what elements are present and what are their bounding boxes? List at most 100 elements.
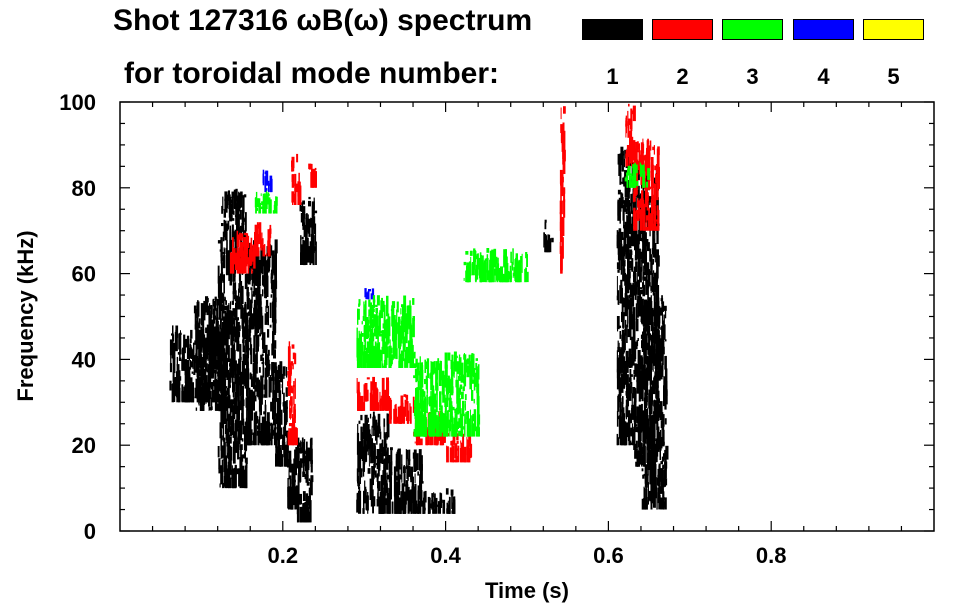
spectral-mark-mode-1 <box>644 398 648 409</box>
spectral-mark-mode-1 <box>258 250 260 265</box>
spectral-mark-mode-1 <box>287 478 289 497</box>
spectral-mark-mode-2 <box>381 395 384 411</box>
spectral-mark-mode-1 <box>653 277 655 296</box>
spectral-mark-mode-1 <box>636 379 640 383</box>
spectral-mark-mode-3 <box>255 207 258 211</box>
spectral-mark-mode-3 <box>485 269 488 273</box>
spectral-mark-mode-1 <box>240 344 242 362</box>
spectral-mark-mode-3 <box>374 341 377 366</box>
spectral-mark-mode-1 <box>249 303 252 319</box>
spectral-mark-mode-1 <box>638 185 640 202</box>
spectral-mark-mode-1 <box>647 242 650 252</box>
spectral-mark-mode-3 <box>484 258 487 262</box>
spectral-mark-mode-1 <box>272 376 275 398</box>
spectral-mark-mode-1 <box>274 377 277 385</box>
spectral-mark-mode-1 <box>308 246 311 256</box>
spectral-mark-mode-3 <box>428 413 430 436</box>
spectral-mark-mode-1 <box>364 480 366 493</box>
spectral-mark-mode-1 <box>625 399 627 420</box>
spectral-mark-mode-1 <box>189 345 192 352</box>
spectral-mark-mode-1 <box>310 500 312 523</box>
spectral-mark-mode-1 <box>267 329 270 338</box>
spectral-mark-mode-3 <box>446 390 449 401</box>
spectral-mark-mode-3 <box>255 191 258 199</box>
spectral-mark-mode-1 <box>642 240 645 263</box>
spectral-mark-mode-1 <box>225 390 228 397</box>
spectral-mark-mode-2 <box>414 441 416 444</box>
spectral-mark-mode-3 <box>463 374 465 384</box>
spectral-mark-mode-1 <box>249 316 252 333</box>
spectral-mark-mode-2 <box>637 204 641 214</box>
spectral-mark-mode-1 <box>233 338 235 358</box>
spectral-mark-mode-1 <box>243 368 247 385</box>
spectral-mark-mode-3 <box>361 321 363 325</box>
spectral-mark-mode-1 <box>633 349 636 362</box>
spectral-mark-mode-1 <box>236 244 238 250</box>
spectral-mark-mode-1 <box>229 412 232 420</box>
spectral-mark-mode-3 <box>381 330 384 342</box>
spectral-mark-mode-2 <box>652 164 654 178</box>
spectral-mark-mode-1 <box>255 362 258 374</box>
spectral-mark-mode-1 <box>249 429 253 435</box>
spectral-mark-mode-2 <box>468 447 471 463</box>
spectral-mark-mode-2 <box>628 103 630 107</box>
spectral-mark-mode-1 <box>176 356 178 367</box>
spectral-mark-mode-2 <box>403 394 407 397</box>
spectral-mark-mode-1 <box>656 427 659 449</box>
spectral-mark-mode-1 <box>644 299 647 319</box>
spectral-mark-mode-2 <box>650 162 653 168</box>
spectral-mark-mode-1 <box>648 449 652 467</box>
spectral-mark-mode-1 <box>240 281 243 297</box>
spectral-mark-mode-1 <box>235 360 237 371</box>
spectral-mark-mode-1 <box>624 333 625 353</box>
spectral-mark-mode-2 <box>245 239 248 255</box>
spectral-mark-mode-1 <box>450 489 454 496</box>
spectral-mark-mode-1 <box>238 475 241 481</box>
spectral-mark-mode-1 <box>224 455 228 469</box>
spectral-mark-mode-1 <box>625 285 628 295</box>
spectral-mark-mode-1 <box>630 374 633 377</box>
spectral-mark-mode-1 <box>203 346 207 368</box>
spectral-mark-mode-2 <box>464 446 467 463</box>
spectral-mark-mode-1 <box>407 493 410 514</box>
spectral-mark-mode-1 <box>377 413 381 427</box>
spectral-mark-mode-1 <box>255 290 259 306</box>
spectral-mark-mode-1 <box>304 229 308 244</box>
spectral-mark-mode-1 <box>658 463 661 485</box>
x-tick-label: 0.8 <box>756 543 787 568</box>
spectral-mark-mode-1 <box>224 305 227 311</box>
spectral-mark-mode-1 <box>287 486 290 509</box>
y-tick-label: 100 <box>59 90 96 115</box>
spectral-mark-mode-1 <box>257 425 259 429</box>
spectral-mark-mode-1 <box>217 275 221 298</box>
spectral-mark-mode-2 <box>645 167 647 187</box>
spectral-mark-mode-1 <box>302 502 305 523</box>
spectral-mark-mode-1 <box>646 312 650 336</box>
spectral-mark-mode-1 <box>628 236 632 249</box>
spectral-mark-mode-1 <box>212 308 215 320</box>
spectral-mark-mode-2 <box>241 233 244 239</box>
spectral-mark-mode-1 <box>306 482 310 486</box>
spectral-mark-mode-1 <box>223 209 226 218</box>
spectral-mark-mode-3 <box>424 396 427 416</box>
spectral-mark-mode-1 <box>388 465 392 483</box>
spectral-mark-mode-1 <box>229 301 232 310</box>
spectral-mark-mode-3 <box>447 352 451 361</box>
spectral-mark-mode-1 <box>203 379 207 399</box>
spectral-mark-mode-1 <box>255 395 257 402</box>
spectral-mark-mode-1 <box>235 337 238 343</box>
spectral-mark-mode-3 <box>469 409 471 421</box>
spectral-mark-mode-1 <box>639 251 643 259</box>
spectral-mark-mode-1 <box>385 503 387 514</box>
spectral-mark-mode-1 <box>219 249 221 252</box>
spectral-mark-mode-3 <box>426 383 428 407</box>
spectral-mark-mode-1 <box>236 363 239 381</box>
spectral-mark-mode-1 <box>622 413 626 423</box>
spectral-mark-mode-1 <box>369 413 372 419</box>
spectral-mark-mode-3 <box>267 192 270 197</box>
spectral-mark-mode-1 <box>232 291 235 295</box>
spectral-mark-mode-1 <box>368 429 371 449</box>
spectral-mark-mode-1 <box>214 369 217 387</box>
spectral-mark-mode-2 <box>642 144 644 167</box>
spectral-mark-mode-3 <box>463 261 467 266</box>
